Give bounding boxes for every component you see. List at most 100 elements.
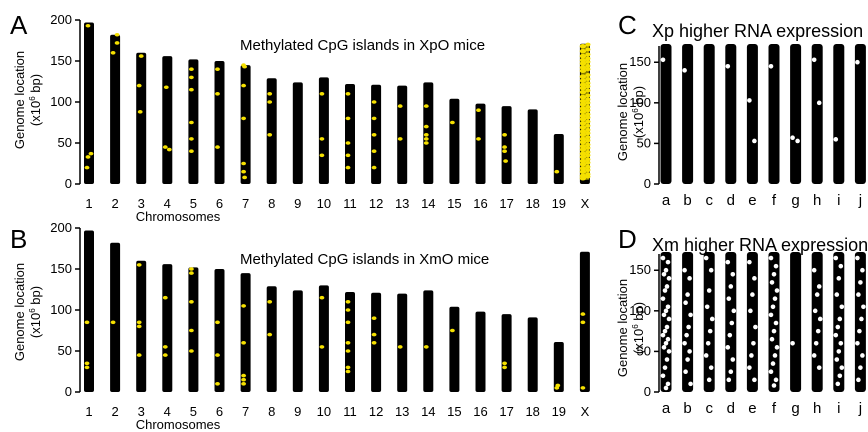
panel-c-xtick-label: a (662, 192, 671, 209)
panel-a-highlight-7 (241, 161, 247, 166)
panel-a-x-highlight (579, 85, 587, 91)
panel-b-highlight-14 (423, 345, 429, 349)
panel-a-highlight-12 (371, 100, 377, 104)
panel-a-highlight-17 (502, 133, 507, 137)
panel-b-xtick-label: 8 (268, 404, 275, 419)
panel-b-chromosome-15 (449, 306, 460, 392)
panel-d-gene-b (688, 381, 693, 387)
panel-a-x-highlight (579, 82, 587, 87)
panel-b-highlight-7 (241, 377, 247, 382)
panel-c-xtick-label: b (683, 192, 691, 209)
panel-c-marks: 0 50 100 150 a b c d e f g h i j (629, 44, 866, 209)
panel-d-gene-b (687, 276, 692, 281)
panel-a-highlight-12 (371, 149, 377, 153)
panel-c-gene-h (816, 100, 822, 106)
panel-a-x-highlight (585, 150, 591, 155)
panel-a-ylabel-group: Genome location (x106 bp) (12, 51, 43, 149)
panel-a-x-highlight (585, 84, 591, 89)
panel-d-xtick-label: h (813, 400, 821, 417)
panel-d-gene-i (837, 373, 843, 379)
panel-a-xtick-label: 11 (343, 196, 357, 211)
panel-d-gene-b (682, 267, 687, 273)
panel-c-ytick-label: 150 (629, 54, 651, 69)
panel-b-highlight-11 (345, 341, 351, 345)
panel-a-x-highlight (585, 142, 591, 147)
panel-a-highlight-13 (397, 137, 403, 141)
panel-b-ytick-label: 150 (50, 261, 72, 276)
panel-d-gene-e (748, 308, 753, 314)
panel-a-x-highlight (579, 158, 587, 164)
panel-d-gene-f (770, 304, 776, 310)
panel-d-yunit: (x106 bp) (631, 302, 646, 354)
panel-d-xtick-label: i (837, 400, 840, 417)
panel-a-x-highlight (585, 59, 591, 64)
panel-b-chromosome-17 (501, 314, 512, 392)
panel-d-gene-b (686, 324, 691, 330)
panel-a-highlight-3 (137, 110, 143, 114)
panel-d-gene-a (660, 255, 666, 261)
panel-b-highlight-6 (215, 320, 220, 325)
panel-b-chromosome-18 (527, 317, 538, 392)
panel-b-xtick-label: 19 (552, 404, 566, 419)
panel-b-highlight-X (580, 312, 586, 316)
panel-d-gene-f (768, 312, 774, 318)
panel-c-gene-j (855, 59, 860, 65)
panel-a-highlight-1 (85, 155, 91, 159)
panel-label-a: A (10, 10, 28, 40)
panel-a-xtick-label: 15 (447, 196, 461, 211)
panel-c-gene-i (833, 137, 839, 142)
panel-b-highlight-12 (371, 316, 377, 321)
panel-c-ylabel: Genome location (615, 63, 630, 161)
panel-b-ylabel: Genome location (12, 263, 27, 361)
panel-a-yunit: (x106 bp) (28, 74, 43, 126)
panel-d-gene-j (855, 340, 860, 346)
panel-d-gene-h (816, 284, 822, 289)
panel-c-ytick-label: 50 (637, 135, 651, 150)
panel-a-chromosome-16 (475, 103, 486, 184)
panel-d-gene-a (662, 365, 668, 370)
panel-b-highlight-11 (345, 300, 351, 304)
panel-a-chromosome-6 (214, 61, 225, 184)
panel-d-xtick-label: d (727, 400, 735, 417)
panel-a-x-highlight (579, 74, 587, 79)
panel-a-highlight-4 (163, 85, 169, 90)
panel-b-highlight-8 (267, 300, 273, 304)
panel-d-xtick-label: e (748, 400, 756, 417)
panel-d-gene-i (835, 381, 841, 387)
panel-d-gene-f (768, 369, 774, 375)
panel-d-xtick-label: a (662, 400, 671, 417)
panel-a-highlight-1 (88, 151, 94, 156)
panel-d-gene-i (836, 276, 842, 281)
panel-d-gene-a (666, 276, 672, 281)
panel-a-x-highlight (585, 56, 591, 61)
panel-d-gene-j (856, 377, 861, 383)
panel-d-gene-h (817, 316, 823, 322)
panel-b-xtick-label: 4 (164, 404, 171, 419)
panel-a-x-highlight (585, 131, 591, 136)
panel-a-highlight-5 (189, 75, 194, 80)
panel-b-ytick-label: 100 (50, 302, 72, 317)
panel-d-gene-a (664, 284, 670, 289)
panel-d-gene-h (811, 353, 817, 358)
panel-a-highlight-10 (319, 153, 325, 158)
panel-d-gene-h (816, 365, 822, 370)
panel-a-highlight-11 (345, 141, 351, 145)
panel-a-x-highlight (579, 125, 587, 130)
panel-b-highlight-17 (502, 361, 507, 366)
panel-d-gene-d (731, 308, 737, 314)
panel-a-highlight-8 (267, 133, 273, 137)
panel-c-x-copy-g (790, 44, 802, 184)
panel-a-xtick-label: 18 (525, 196, 539, 211)
panel-a-x-highlight (585, 97, 591, 102)
panel-b-highlight-3 (136, 320, 142, 325)
panel-c-ytick-label: 0 (644, 176, 651, 191)
panel-label-d: D (618, 224, 637, 254)
panel-a-highlight-10 (319, 137, 325, 141)
panel-d-gene-h (814, 292, 820, 297)
panel-a-xtick-label: 14 (421, 196, 435, 211)
panel-a-chromosome-2 (110, 34, 121, 185)
panel-a-ytick-label: 0 (65, 176, 72, 191)
panel-d-gene-b (687, 349, 692, 354)
panel-d-gene-i (835, 324, 841, 330)
panel-d-x-copy-e (746, 252, 758, 392)
